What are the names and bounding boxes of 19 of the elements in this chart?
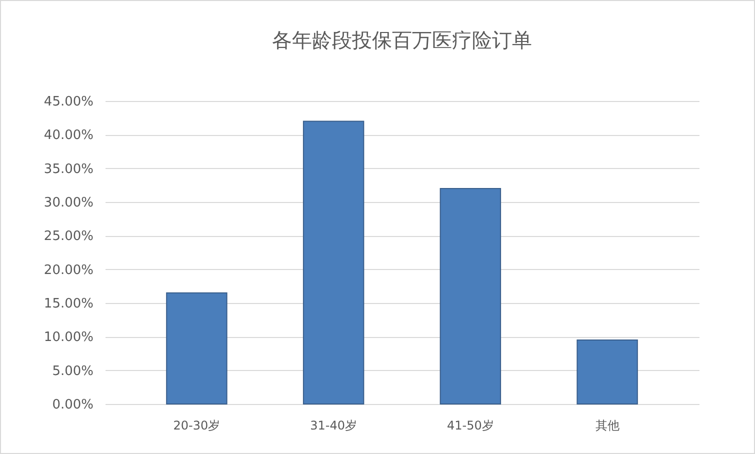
chart-title: 各年龄段投保百万医疗险订单 xyxy=(272,28,532,52)
bar xyxy=(166,292,228,404)
x-tick-label: 31-40岁 xyxy=(310,418,358,432)
bar xyxy=(302,120,364,404)
y-tick-label: 0.00% xyxy=(52,398,94,412)
bar xyxy=(440,188,502,404)
x-tick-label: 41-50岁 xyxy=(446,418,494,432)
y-tick-label: 35.00% xyxy=(44,162,94,177)
y-tick-label: 45.00% xyxy=(44,94,94,110)
y-tick-label: 15.00% xyxy=(44,296,94,312)
y-tick-label: 10.00% xyxy=(44,330,94,346)
y-tick-label: 30.00% xyxy=(44,196,94,210)
x-tick-label: 20-30岁 xyxy=(173,418,220,432)
y-tick-label: 5.00% xyxy=(52,364,94,379)
x-tick-label: 其他 xyxy=(595,418,620,432)
y-tick-label: 40.00% xyxy=(44,128,94,144)
y-tick-label: 20.00% xyxy=(44,262,94,278)
y-tick-label: 25.00% xyxy=(44,229,94,244)
bar xyxy=(576,340,638,404)
